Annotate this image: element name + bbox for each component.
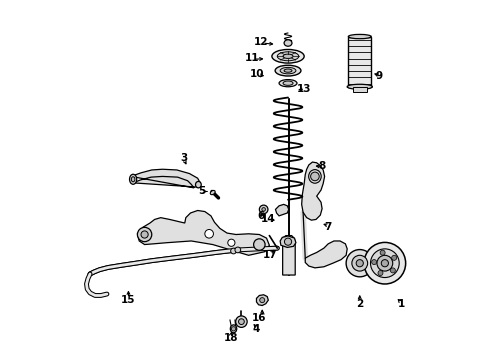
Circle shape [239, 319, 245, 324]
Ellipse shape [129, 174, 137, 184]
Circle shape [381, 260, 389, 267]
Circle shape [392, 255, 397, 260]
Text: 18: 18 [223, 333, 238, 343]
Circle shape [380, 250, 385, 255]
Ellipse shape [210, 190, 215, 195]
Circle shape [235, 247, 241, 253]
Text: 9: 9 [376, 71, 383, 81]
Circle shape [137, 227, 152, 242]
Ellipse shape [283, 81, 293, 85]
Ellipse shape [275, 65, 301, 76]
Ellipse shape [230, 325, 237, 333]
Text: 17: 17 [263, 250, 277, 260]
Text: 2: 2 [356, 299, 364, 309]
Text: 1: 1 [397, 299, 405, 309]
Ellipse shape [280, 67, 296, 74]
Circle shape [352, 255, 368, 271]
Polygon shape [256, 295, 269, 306]
Ellipse shape [284, 40, 292, 46]
Circle shape [236, 316, 247, 327]
Polygon shape [305, 241, 347, 268]
Ellipse shape [279, 80, 297, 87]
Circle shape [260, 298, 265, 303]
Text: 16: 16 [251, 313, 266, 323]
Ellipse shape [131, 177, 135, 182]
Circle shape [378, 270, 383, 275]
Circle shape [231, 327, 236, 331]
Text: 4: 4 [252, 324, 259, 334]
Polygon shape [283, 235, 295, 275]
Ellipse shape [347, 84, 372, 89]
Circle shape [285, 238, 292, 245]
Text: 7: 7 [324, 222, 331, 231]
Text: 15: 15 [121, 295, 136, 305]
Circle shape [205, 229, 214, 238]
Ellipse shape [272, 49, 304, 63]
Circle shape [370, 249, 399, 278]
Text: 8: 8 [318, 161, 326, 171]
Circle shape [371, 260, 377, 265]
Circle shape [377, 255, 393, 271]
Text: 5: 5 [198, 186, 206, 196]
Ellipse shape [277, 52, 299, 61]
Circle shape [254, 239, 265, 250]
Polygon shape [275, 204, 289, 216]
Ellipse shape [196, 181, 201, 188]
Polygon shape [348, 37, 371, 87]
Circle shape [262, 208, 266, 211]
Polygon shape [137, 211, 270, 255]
Circle shape [356, 260, 364, 267]
Polygon shape [353, 87, 367, 92]
Circle shape [259, 205, 268, 214]
Circle shape [141, 231, 148, 238]
Text: 12: 12 [254, 37, 269, 47]
Circle shape [346, 249, 373, 277]
Polygon shape [302, 162, 324, 220]
Text: 3: 3 [180, 153, 188, 163]
Circle shape [311, 172, 319, 181]
Polygon shape [131, 169, 200, 188]
Text: 13: 13 [297, 84, 312, 94]
Ellipse shape [283, 54, 293, 58]
Circle shape [231, 248, 236, 254]
Text: 6: 6 [258, 211, 265, 221]
Circle shape [228, 239, 235, 246]
Polygon shape [280, 236, 296, 247]
Circle shape [364, 242, 406, 284]
Text: 10: 10 [250, 69, 265, 79]
Circle shape [391, 268, 395, 273]
Text: 11: 11 [245, 53, 259, 63]
Ellipse shape [284, 69, 292, 72]
Ellipse shape [309, 170, 321, 183]
Text: 14: 14 [261, 215, 275, 224]
Ellipse shape [348, 35, 371, 39]
